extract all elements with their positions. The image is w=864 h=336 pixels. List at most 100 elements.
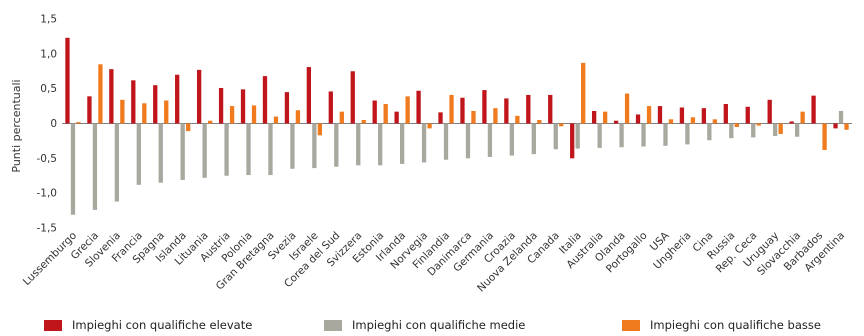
bar-medie <box>158 123 163 183</box>
bar-medie <box>707 123 712 141</box>
bar-elevate <box>570 123 575 159</box>
y-tick-label: -0,5 <box>37 153 58 165</box>
bar-medie <box>553 123 558 150</box>
bar-medie <box>378 123 383 166</box>
y-tick-label: 1,5 <box>40 14 57 26</box>
bar-basse <box>229 106 235 124</box>
bar-basse <box>668 119 674 124</box>
bar-elevate <box>240 89 246 124</box>
bar-basse <box>756 123 761 126</box>
bar-elevate <box>723 103 728 124</box>
bar-elevate <box>175 74 180 124</box>
bar-basse <box>537 120 542 124</box>
bar-medie <box>421 123 427 163</box>
legend-swatch-elevate <box>44 319 62 331</box>
bar-medie <box>246 123 251 176</box>
bar-elevate <box>284 92 290 124</box>
bar-medie <box>816 123 822 125</box>
bar-elevate <box>109 69 114 124</box>
bar-basse <box>559 123 564 127</box>
bar-basse <box>76 122 81 124</box>
y-axis: -1,5 -1,0 -0,5 0 0,5 1,0 1,5 <box>37 14 58 235</box>
legend-item-basse: Impieghi con qualifiche basse <box>622 318 821 332</box>
bar-medie <box>531 123 536 155</box>
bar-elevate <box>153 85 158 124</box>
bar-elevate <box>306 67 312 124</box>
bar-basse <box>383 103 388 124</box>
bar-basse <box>295 110 301 124</box>
bar-basse <box>251 105 257 124</box>
bar-medie <box>202 123 207 178</box>
bar-elevate <box>635 114 641 124</box>
bar-medie <box>641 123 646 147</box>
bar-basse <box>471 110 476 124</box>
y-tick-label: -1,0 <box>37 188 58 200</box>
bar-elevate <box>65 37 70 124</box>
bar-basse <box>98 64 103 124</box>
bar-elevate <box>328 91 333 124</box>
bar-basse <box>581 62 586 124</box>
bar-medie <box>663 123 668 146</box>
bar-elevate <box>657 106 663 124</box>
bar-basse <box>493 108 498 124</box>
bar-elevate <box>416 90 421 124</box>
bar-medie <box>465 123 471 159</box>
bar-medie <box>729 123 734 139</box>
y-axis-title: Punti percentuali <box>10 79 23 172</box>
bar-basse <box>712 119 718 124</box>
bar-basse <box>317 123 323 136</box>
bars-group <box>65 37 849 215</box>
bar-medie <box>114 123 120 202</box>
bar-basse <box>427 123 432 129</box>
bar-basse <box>800 111 805 124</box>
bar-elevate <box>482 90 487 124</box>
bar-elevate <box>789 121 794 124</box>
bar-basse <box>515 115 520 124</box>
bar-basse <box>734 123 739 127</box>
bar-basse <box>844 123 849 130</box>
bar-elevate <box>460 97 465 124</box>
legend-swatch-medie <box>324 319 342 331</box>
bar-medie <box>751 123 756 138</box>
y-tick-label: 0,5 <box>40 83 57 95</box>
bar-basse <box>602 111 608 124</box>
legend-item-medie: Impieghi con qualifiche medie <box>324 318 525 332</box>
bar-elevate <box>196 69 202 124</box>
bar-basse <box>405 96 410 124</box>
bar-medie <box>838 110 844 124</box>
bar-basse <box>142 103 147 124</box>
bar-basse <box>624 93 630 124</box>
bar-elevate <box>613 120 619 124</box>
bar-medie <box>399 123 405 164</box>
bar-basse <box>164 100 169 124</box>
bar-elevate <box>833 123 838 129</box>
bar-basse <box>273 116 279 124</box>
bar-basse <box>449 94 454 124</box>
bar-basse <box>186 123 191 132</box>
bar-elevate <box>131 80 136 124</box>
bar-elevate <box>679 107 685 124</box>
y-tick-label: 0 <box>50 118 57 130</box>
legend: Impieghi con qualifiche elevate Impieghi… <box>0 318 864 336</box>
bar-medie <box>597 123 602 148</box>
bar-elevate <box>591 110 597 124</box>
bar-elevate <box>87 96 92 124</box>
bar-elevate <box>262 76 268 124</box>
bar-medie <box>180 123 185 180</box>
bar-basse <box>361 120 366 124</box>
bar-medie <box>92 123 98 210</box>
bar-medie <box>356 123 361 166</box>
bar-elevate <box>701 108 707 124</box>
bar-basse <box>339 111 344 124</box>
y-tick-label: 1,0 <box>40 48 57 60</box>
bar-basse <box>778 123 783 134</box>
bar-medie <box>136 123 141 185</box>
bar-medie <box>619 123 624 148</box>
bar-basse <box>822 123 827 150</box>
bar-basse <box>207 120 213 124</box>
bar-medie <box>773 123 778 137</box>
bar-elevate <box>745 106 750 124</box>
legend-swatch-basse <box>622 319 640 331</box>
legend-item-elevate: Impieghi con qualifiche elevate <box>44 318 252 332</box>
bar-medie <box>575 123 580 149</box>
